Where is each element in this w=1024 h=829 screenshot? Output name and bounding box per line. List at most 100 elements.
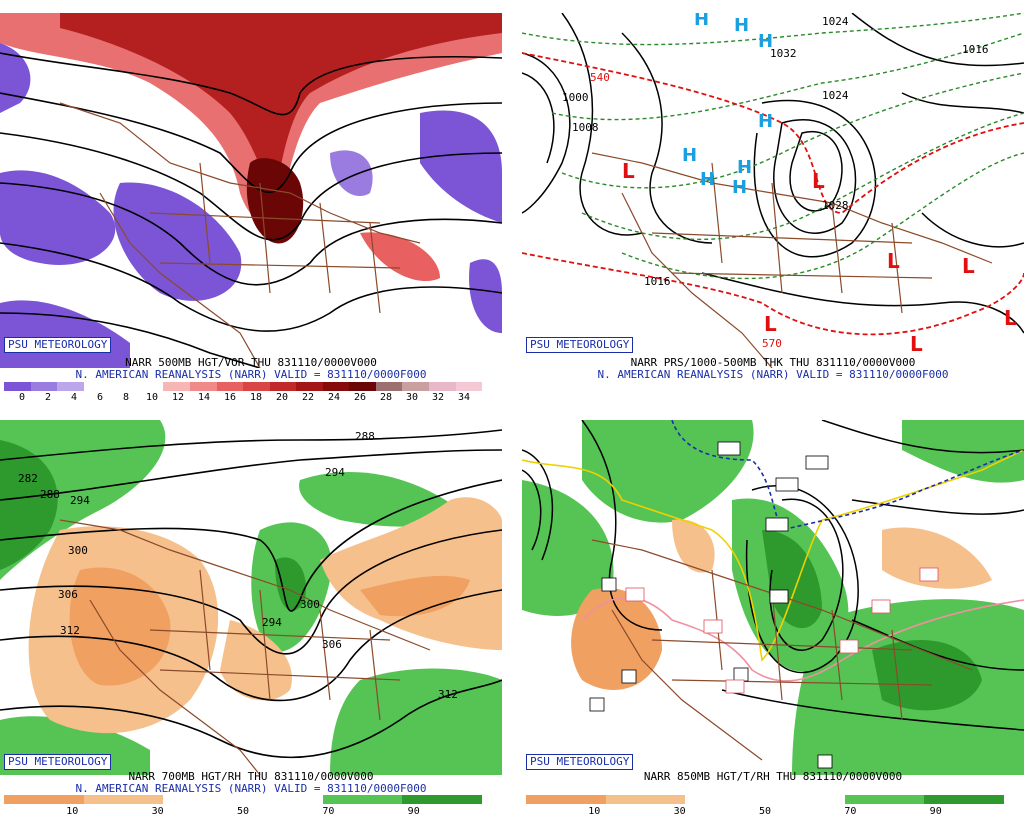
color-scale-tick-label: 22 [301, 392, 315, 403]
panel-subtitle: N. AMERICAN REANALYSIS (NARR) VALID = 83… [597, 368, 949, 381]
color-scale-tick-label: 14 [197, 392, 211, 403]
panel-subtitle: N. AMERICAN REANALYSIS (NARR) VALID = 83… [75, 782, 427, 795]
color-scale-tick-label: 70 [844, 806, 857, 817]
color-scale-tick-label: 0 [18, 392, 26, 403]
color-scale-swatch [685, 795, 766, 804]
svg-text:1016: 1016 [962, 43, 989, 56]
svg-text:300: 300 [68, 544, 88, 557]
color-scale-swatch [349, 382, 376, 391]
svg-text:L: L [1004, 306, 1017, 330]
color-scale-tick-label: 30 [673, 806, 686, 817]
color-scale-swatch [30, 382, 58, 391]
color-scale-swatch [136, 382, 164, 391]
color-scale-swatch [924, 795, 1005, 804]
svg-text:1028: 1028 [822, 199, 849, 212]
color-scale-tick-label: 16 [223, 392, 237, 403]
color-scale-tick-label: 24 [327, 392, 341, 403]
color-scale-swatch [269, 382, 297, 391]
color-scale-tick-label: 30 [151, 806, 164, 817]
svg-text:570: 570 [762, 337, 782, 350]
color-scale-swatch [110, 382, 137, 391]
svg-text:1016: 1016 [644, 275, 671, 288]
svg-text:L: L [812, 169, 825, 193]
svg-text:H: H [734, 15, 749, 36]
svg-text:306: 306 [58, 588, 78, 601]
svg-text:294: 294 [325, 466, 345, 479]
panel-title: NARR 850MB HGT/T/RH THU 831110/0000V000 [643, 770, 903, 783]
color-scale-swatch [765, 795, 845, 804]
svg-text:300: 300 [300, 598, 320, 611]
svg-text:L: L [887, 249, 900, 273]
color-scale-tick-label: 30 [405, 392, 419, 403]
svg-text:L: L [622, 159, 635, 183]
psu-meteorology-badge: PSU METEOROLOGY [526, 337, 634, 353]
color-scale-tick-label: 34 [457, 392, 471, 403]
panel-850mb: PSU METEOROLOGY NARR 850MB HGT/T/RH THU … [522, 420, 1024, 829]
color-scale-swatch [402, 382, 429, 391]
color-scale-tick-label: 18 [249, 392, 263, 403]
svg-text:540: 540 [590, 71, 610, 84]
color-scale-swatch [189, 382, 217, 391]
svg-text:1008: 1008 [572, 121, 599, 134]
svg-text:H: H [758, 31, 773, 52]
color-scale-swatch [57, 382, 84, 391]
svg-text:294: 294 [262, 616, 282, 629]
panel-title: NARR 700MB HGT/RH THU 831110/0000V000 [128, 770, 374, 783]
panel-title: NARR PRS/1000-500MB THK THU 831110/0000V… [630, 356, 916, 369]
color-scale-swatch [526, 795, 606, 804]
color-scale-bar [4, 382, 483, 391]
color-scale-swatch [216, 382, 244, 391]
map-850mb-temp-rh [522, 420, 1024, 775]
color-scale-swatch [429, 382, 456, 391]
svg-text:H: H [694, 13, 709, 30]
svg-text:H: H [732, 177, 747, 198]
color-scale-tick-label: 26 [353, 392, 367, 403]
color-scale-swatch [4, 382, 31, 391]
color-scale-tick-label: 4 [70, 392, 78, 403]
svg-text:1000: 1000 [562, 91, 589, 104]
color-scale-swatch [402, 795, 483, 804]
color-scale-swatch [375, 382, 403, 391]
color-scale-tick-label: 10 [145, 392, 159, 403]
color-scale-labels: 10 30 50 70 90 [4, 806, 482, 818]
color-scale-swatch [163, 382, 190, 391]
color-scale-swatch [322, 382, 350, 391]
color-scale-swatch [322, 795, 403, 804]
map-500mb-vorticity [0, 13, 502, 368]
color-scale-tick-label: 90 [929, 806, 942, 817]
color-scale-labels: 10 30 50 70 90 [526, 806, 1004, 818]
color-scale-swatch [4, 795, 84, 804]
color-scale-tick-label: 50 [758, 806, 772, 817]
color-scale-swatch [83, 795, 164, 804]
panel-500mb: PSU METEOROLOGY NARR 500MB HGT/VOR THU 8… [0, 13, 502, 422]
color-scale-tick-label: 32 [431, 392, 445, 403]
svg-text:312: 312 [438, 688, 458, 701]
panel-title: NARR 500MB HGT/VOR THU 831110/0000V000 [125, 356, 377, 369]
map-700mb-rh: 288 294 282 288 294 300 306 312 300 294 306 312 [0, 420, 502, 775]
color-scale-tick-label: 2 [44, 392, 52, 403]
color-scale-swatch [455, 382, 483, 391]
svg-text:288: 288 [40, 488, 60, 501]
color-scale-tick-label: 90 [407, 806, 420, 817]
svg-text:1032: 1032 [770, 47, 797, 60]
svg-text:L: L [764, 312, 777, 336]
svg-text:H: H [737, 157, 752, 178]
color-scale-swatch [844, 795, 925, 804]
color-scale-swatch [243, 795, 323, 804]
psu-meteorology-badge: PSU METEOROLOGY [4, 337, 112, 353]
svg-text:L: L [962, 254, 975, 278]
color-scale-swatch [605, 795, 686, 804]
color-scale-tick-label: 12 [171, 392, 185, 403]
svg-text:1024: 1024 [822, 89, 849, 102]
psu-meteorology-badge: PSU METEOROLOGY [4, 754, 112, 770]
color-scale-tick-label: 20 [275, 392, 289, 403]
psu-meteorology-badge: PSU METEOROLOGY [526, 754, 634, 770]
color-scale-bar [4, 795, 483, 804]
color-scale-tick-label: 70 [322, 806, 335, 817]
svg-text:L: L [910, 332, 923, 356]
color-scale-swatch [83, 382, 111, 391]
svg-text:306: 306 [322, 638, 342, 651]
color-scale-labels: 0 2 4 6 8 10 12 14 16 18 20 22 24 26 28 30 32 34 [4, 392, 482, 404]
